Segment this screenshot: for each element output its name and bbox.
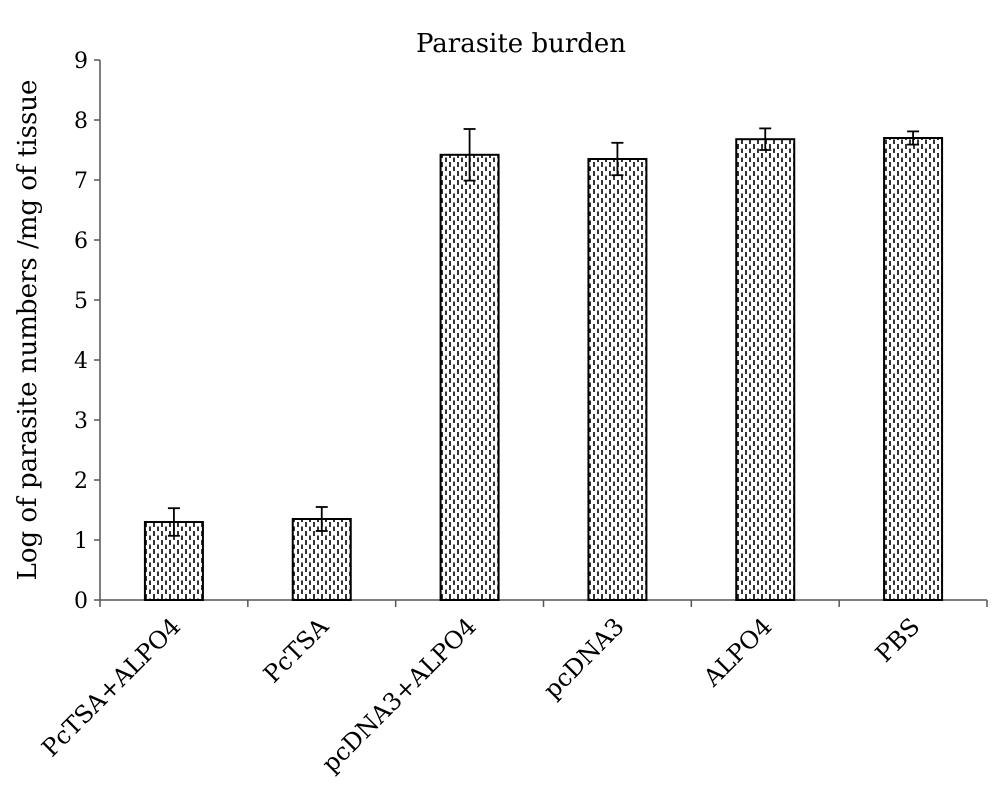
y-axis-label: Log of parasite numbers /mg of tissue — [13, 80, 43, 581]
x-tick-label: PcTSA+ALPO4 — [36, 612, 186, 762]
x-tick-label: PcTSA — [258, 612, 334, 688]
y-tick-label: 4 — [74, 349, 88, 374]
bar — [439, 153, 500, 602]
y-tick-label: 2 — [74, 469, 88, 494]
y-tick-label: 6 — [74, 229, 88, 254]
y-tick-label: 5 — [74, 289, 88, 314]
axes — [99, 60, 988, 607]
x-tick-label: ALPO4 — [697, 612, 777, 692]
x-tick-label: pcDNA3+ALPO4 — [316, 612, 482, 778]
x-tick-label: PBS — [870, 612, 925, 667]
y-tick-label: 1 — [74, 529, 88, 554]
bar — [291, 518, 352, 601]
y-tick-label: 0 — [74, 589, 88, 614]
y-tick-label: 8 — [74, 109, 88, 134]
bar — [735, 138, 796, 601]
bar — [883, 137, 944, 601]
x-tick-label: pcDNA3 — [538, 612, 630, 704]
y-tick-label: 9 — [74, 49, 88, 74]
bars-group — [143, 137, 944, 602]
bar — [587, 158, 648, 601]
y-tick-label: 7 — [74, 169, 88, 194]
y-tick-label: 3 — [74, 409, 88, 434]
error-bars-group — [167, 127, 920, 537]
y-ticks-group: 0 1 2 3 4 5 6 7 8 9 — [74, 49, 100, 614]
chart-title: Parasite burden — [416, 29, 626, 59]
